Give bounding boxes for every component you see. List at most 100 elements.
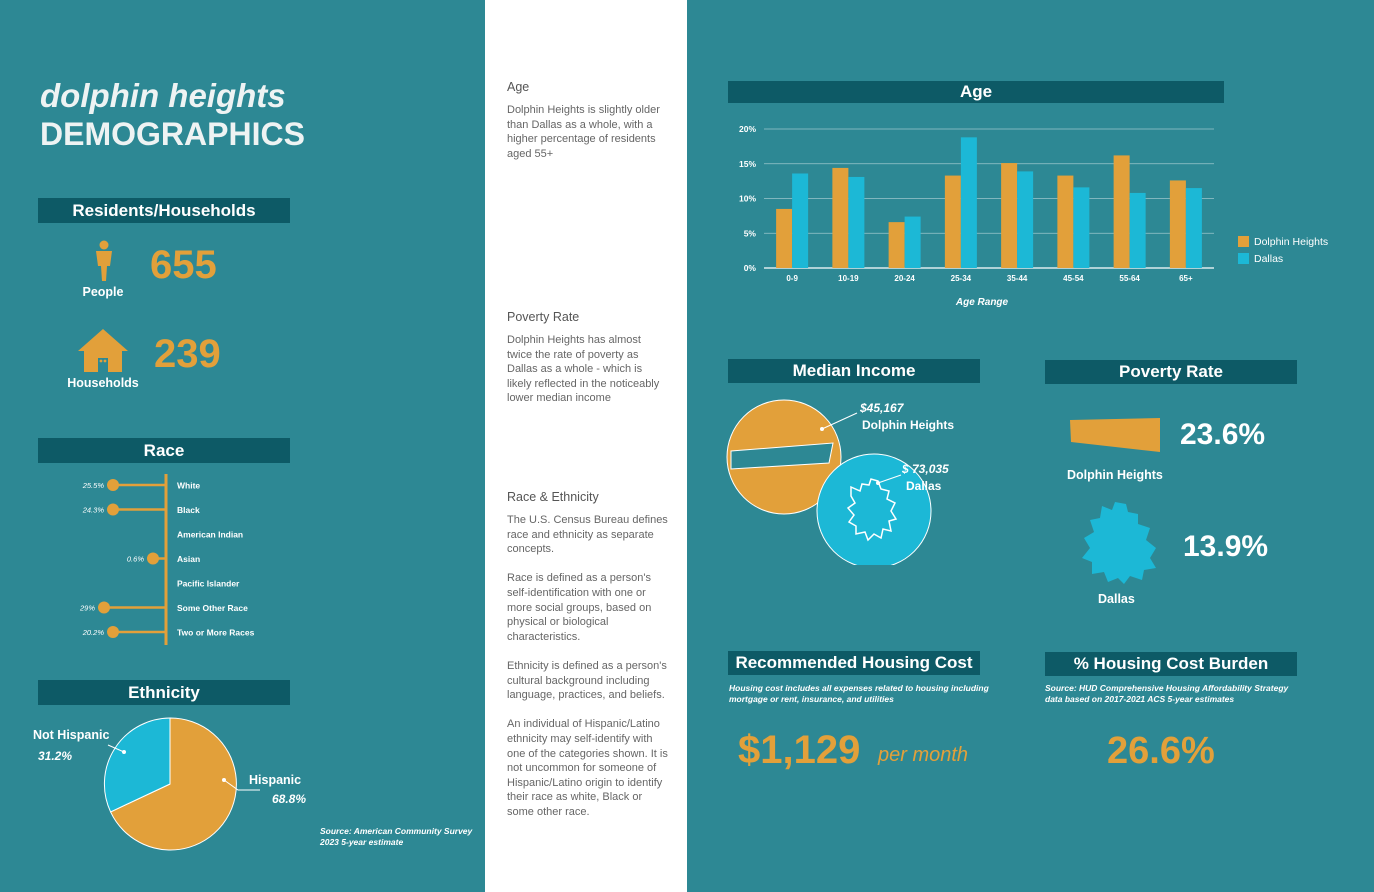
race-percent-white: 25.5% (82, 481, 105, 490)
race-percent-two-or-more-races: 20.2% (82, 628, 105, 637)
age-bar-dallas-20-24 (904, 216, 921, 268)
age-legend: Dolphin Heights Dallas (1238, 233, 1328, 267)
sidebar-poverty-title: Poverty Rate (507, 310, 580, 324)
age-ytick-label: 20% (739, 124, 756, 134)
age-bar-dolphin-heights-10-19 (832, 167, 849, 268)
residents-header: Residents/Households (38, 198, 290, 223)
housing-cost-value: $1,129 (738, 728, 861, 772)
age-ytick-label: 5% (744, 228, 757, 238)
race-label-some-other-race: Some Other Race (177, 603, 248, 613)
ethnicity-pie (103, 717, 237, 851)
income-dallas-value: $ 73,035 (902, 462, 949, 476)
age-xtick-label: 20-24 (894, 274, 915, 283)
legend-swatch-dallas (1238, 253, 1249, 264)
poverty-dallas-label: Dallas (1098, 592, 1135, 606)
age-bar-dolphin-heights-35-44 (1001, 163, 1018, 268)
legend-item-dallas: Dallas (1238, 250, 1328, 267)
race-percent-black: 24.3% (82, 506, 105, 515)
median-income-header: Median Income (728, 359, 980, 383)
housing-burden-value: 26.6% (1107, 730, 1215, 772)
ethnicity-source: Source: American Community Survey 2023 5… (320, 826, 473, 847)
age-bar-chart: 0% 5% 10% 15% 20% 0-9 10-19 20-24 25-34 35-44 45-… (739, 124, 1214, 308)
race-dot-black (107, 503, 119, 516)
hispanic-label: Hispanic (249, 773, 302, 787)
age-ytick-label: 15% (739, 159, 756, 169)
poverty-dallas-value: 13.9% (1183, 530, 1269, 563)
age-xtick-label: 55-64 (1119, 274, 1140, 283)
housing-burden-header: % Housing Cost Burden (1045, 652, 1297, 676)
sidebar-race-title: Race & Ethnicity (507, 490, 599, 504)
race-dot-some-other-race (98, 601, 110, 614)
sidebar-poverty-text: Dolphin Heights has almost twice the rat… (507, 334, 660, 405)
income-dh-value: $45,167 (860, 401, 904, 415)
age-bar-dallas-10-19 (848, 176, 865, 268)
dallas-shape-icon (1082, 502, 1156, 584)
age-bar-dolphin-heights-55-64 (1113, 155, 1130, 268)
sidebar-age-text: Dolphin Heights is slightly older than D… (507, 104, 660, 160)
sidebar-race-p1: The U.S. Census Bureau defines race and … (507, 514, 668, 556)
people-label: People (82, 285, 124, 299)
sidebar-panel: Age Dolphin Heights is slightly older th… (485, 0, 687, 892)
age-ytick-label: 10% (739, 194, 756, 204)
income-circle-dallas (816, 453, 932, 565)
age-chart-header: Age (728, 81, 1224, 103)
person-icon (96, 240, 112, 281)
not-hispanic-value: 31.2% (38, 749, 73, 763)
race-dot-asian (147, 552, 159, 565)
race-label-two-or-more-races: Two or More Races (177, 628, 255, 638)
age-bar-dallas-0-9 (792, 173, 809, 268)
age-xtick-label: 10-19 (838, 274, 859, 283)
legend-swatch-dolphin-heights (1238, 236, 1249, 247)
sidebar-race-p4: An individual of Hispanic/Latino ethnici… (507, 718, 668, 818)
race-label-pacific-islander: Pacific Islander (177, 579, 240, 589)
age-bar-dallas-35-44 (1017, 171, 1034, 268)
race-percent-asian: 0.6% (127, 555, 144, 564)
sidebar-race-text: The U.S. Census Bureau defines race and … (507, 513, 669, 834)
race-label-black: Black (177, 505, 200, 515)
people-value: 655 (150, 243, 217, 287)
age-bar-dolphin-heights-0-9 (776, 208, 793, 268)
race-percent-some-other-race: 29% (79, 604, 95, 613)
race-label-asian: Asian (177, 554, 200, 564)
households-value: 239 (154, 332, 221, 376)
race-lollipop-chart: White 25.5% Black 24.3% American Indian Asian… (79, 474, 255, 645)
housing-cost-note: Housing cost includes all expenses relat… (729, 683, 989, 704)
age-xaxis-label: Age Range (955, 297, 1009, 308)
legend-item-dolphin-heights: Dolphin Heights (1238, 233, 1328, 250)
age-xtick-label: 45-54 (1063, 274, 1084, 283)
income-dh-label: Dolphin Heights (862, 418, 954, 432)
sidebar-race-p3: Ethnicity is defined as a person's cultu… (507, 659, 667, 702)
race-dot-two-or-more-races (107, 626, 119, 638)
households-label: Households (67, 376, 139, 390)
race-dot-white (107, 479, 119, 491)
age-xtick-label: 65+ (1179, 274, 1193, 283)
housing-burden-note: Source: HUD Comprehensive Housing Afford… (1045, 683, 1289, 704)
age-bar-dolphin-heights-20-24 (888, 222, 905, 268)
dolphin-heights-shape-icon (730, 442, 834, 470)
income-dallas-label: Dallas (906, 479, 942, 493)
poverty-dh-value: 23.6% (1180, 418, 1266, 451)
age-bar-dolphin-heights-65 (1169, 180, 1186, 268)
page-title: dolphin heights DEMOGRAPHICS (40, 76, 305, 152)
ethnicity-header: Ethnicity (38, 680, 290, 705)
dolphin-heights-shape-icon (1070, 418, 1160, 452)
not-hispanic-label: Not Hispanic (33, 728, 110, 742)
legend-label-dallas: Dallas (1254, 252, 1284, 265)
age-bar-dolphin-heights-45-54 (1057, 175, 1074, 268)
sidebar-race-p2: Race is defined as a person's self-ident… (507, 572, 652, 643)
age-xtick-label: 35-44 (1007, 274, 1028, 283)
title-line1: dolphin heights (40, 77, 286, 114)
title-line2: DEMOGRAPHICS (40, 116, 305, 152)
age-bar-dolphin-heights-25-34 (944, 175, 961, 268)
age-xtick-label: 0-9 (786, 274, 798, 283)
race-header: Race (38, 438, 290, 463)
pie-slice-not-hispanic (103, 717, 171, 813)
hispanic-value: 68.8% (272, 792, 307, 806)
race-label-white: White (177, 481, 200, 491)
housing-cost-unit: per month (878, 744, 969, 766)
legend-label-dolphin-heights: Dolphin Heights (1254, 235, 1329, 248)
age-bar-dallas-55-64 (1129, 192, 1146, 268)
poverty-rate-header: Poverty Rate (1045, 360, 1297, 384)
age-xtick-label: 25-34 (951, 274, 972, 283)
ethnicity-leader-lines (107, 744, 260, 791)
